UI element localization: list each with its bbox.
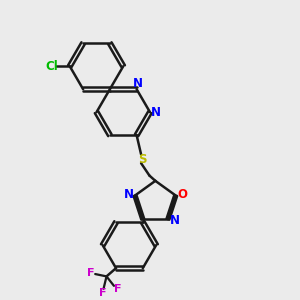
Text: N: N	[169, 214, 179, 227]
Text: N: N	[151, 106, 161, 119]
Text: N: N	[133, 77, 143, 90]
Text: O: O	[177, 188, 187, 200]
Text: Cl: Cl	[46, 60, 58, 73]
Text: F: F	[99, 288, 106, 298]
Text: N: N	[124, 188, 134, 200]
Text: F: F	[87, 268, 95, 278]
Text: F: F	[114, 284, 122, 294]
Text: S: S	[138, 153, 147, 166]
